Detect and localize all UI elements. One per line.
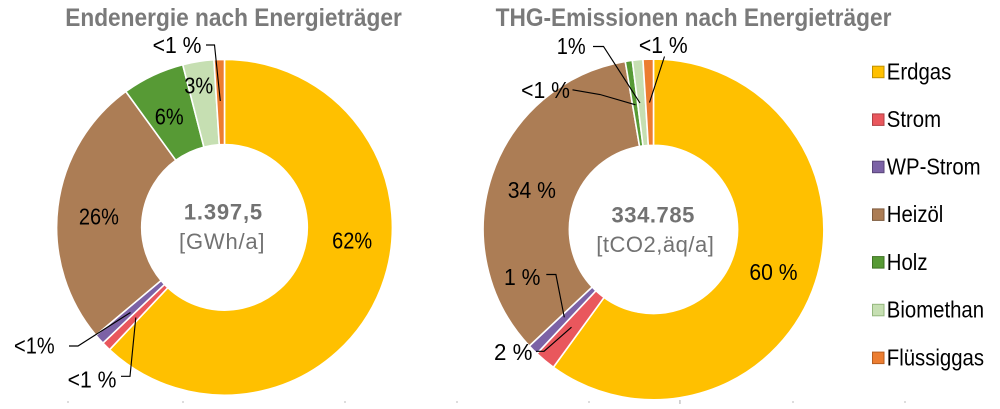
svg-text:26%: 26%: [79, 203, 119, 230]
svg-text:60 %: 60 %: [749, 259, 797, 285]
svg-text:3%: 3%: [184, 72, 213, 99]
svg-text:WP-Strom: WP-Strom: [887, 153, 981, 179]
svg-text:Endenergie nach Energieträger: Endenergie nach Energieträger: [65, 4, 402, 32]
svg-text:2 %: 2 %: [494, 339, 532, 365]
svg-text:6%: 6%: [155, 103, 184, 130]
svg-text:334.785: 334.785: [612, 203, 695, 228]
svg-text:1%: 1%: [557, 33, 586, 60]
svg-text:Holz: Holz: [887, 249, 928, 275]
svg-text:Flüssiggas: Flüssiggas: [887, 344, 984, 370]
svg-text:<1 %: <1 %: [521, 77, 570, 103]
svg-text:Heizöl: Heizöl: [887, 201, 944, 227]
svg-text:34 %: 34 %: [508, 177, 556, 203]
svg-text:<1 %: <1 %: [153, 32, 202, 58]
svg-text:<1 %: <1 %: [639, 32, 688, 58]
svg-text:Erdgas: Erdgas: [887, 58, 952, 84]
svg-text:Strom: Strom: [887, 106, 941, 132]
svg-text:<1%: <1%: [14, 332, 55, 359]
svg-text:1.397,5: 1.397,5: [184, 199, 263, 224]
svg-text:<1 %: <1 %: [68, 367, 117, 393]
svg-text:1 %: 1 %: [504, 264, 540, 290]
svg-text:Biomethan: Biomethan: [887, 296, 984, 322]
svg-text:[tCO2,äq/a]: [tCO2,äq/a]: [596, 232, 714, 257]
svg-text:[GWh/a]: [GWh/a]: [179, 229, 265, 254]
svg-text:THG-Emissionen nach Energieträ: THG-Emissionen nach Energieträger: [496, 4, 892, 32]
svg-text:62%: 62%: [332, 227, 372, 254]
